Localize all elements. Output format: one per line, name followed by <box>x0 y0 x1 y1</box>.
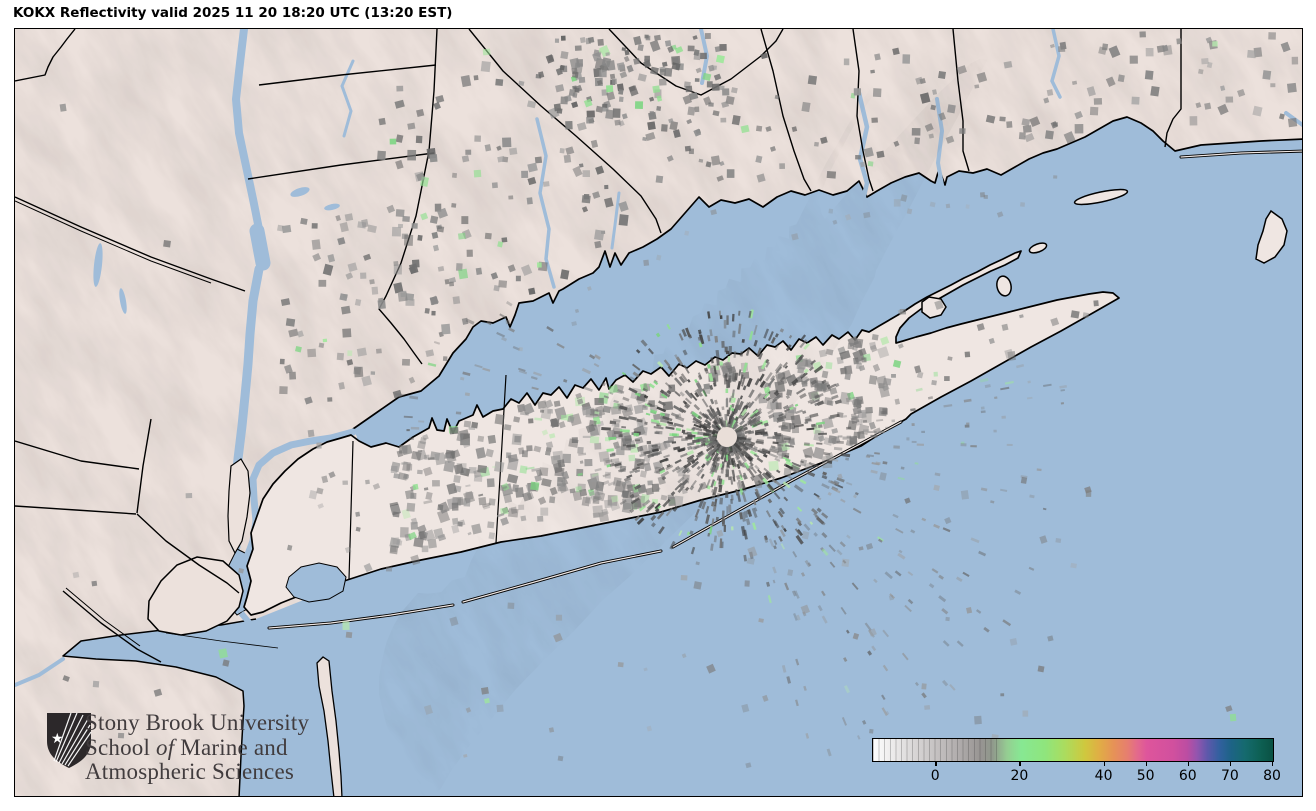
sandy-hook <box>316 656 343 796</box>
north-coastline <box>352 116 1302 430</box>
radar-clutter-layer <box>59 31 1299 769</box>
shield-rays-icon <box>53 712 92 767</box>
colorbar-tick <box>1229 761 1232 766</box>
colorbar-tick-label: 20 <box>1010 768 1029 784</box>
bay-channel-line <box>165 632 279 649</box>
logo-line-2: School of Marine and <box>85 734 288 760</box>
colorbar-tick-label: 80 <box>1263 768 1281 784</box>
fishers-island <box>1073 188 1129 206</box>
barrier-islands <box>267 149 1302 630</box>
boundaries <box>15 29 1182 663</box>
manhattan <box>227 458 251 555</box>
radar-cone-of-silence <box>717 427 737 447</box>
sbu-shield-logo: ★ <box>47 712 92 768</box>
gardiners-island <box>996 275 1012 297</box>
colorbar-banding <box>873 739 997 761</box>
lakes <box>93 187 340 314</box>
ny-nj-state-line <box>15 29 76 82</box>
colorbar-tick <box>1019 761 1021 766</box>
colorbar-tick-label: 50 <box>1136 768 1155 784</box>
ct-ri-state-line <box>1164 29 1182 148</box>
plum-island <box>1028 242 1048 254</box>
map-canvas: ★ <box>15 29 1302 796</box>
colorbar-tick <box>1145 761 1148 766</box>
colorbar-tick-label: 0 <box>930 768 940 784</box>
jamaica-bay <box>285 562 347 603</box>
figure-title: KOKX Reflectivity valid 2025 11 20 18:20… <box>13 5 453 21</box>
colorbar-tick <box>1272 761 1274 766</box>
colorbar-tick <box>1187 761 1190 766</box>
map-frame: ★ Stony Brook University School of Marin… <box>14 28 1303 797</box>
narrows-channel <box>238 611 256 629</box>
nj-coastline <box>62 618 257 796</box>
staten-island <box>147 556 244 636</box>
colorbar-tick-label: 40 <box>1094 768 1113 784</box>
logo-line-3: Atmospheric Sciences <box>85 759 295 784</box>
colorbar-tick-label: 70 <box>1220 768 1239 784</box>
colorbar-tick <box>1103 761 1105 766</box>
reflectivity-colorbar <box>872 738 1274 762</box>
ny-ct-state-line <box>378 29 438 365</box>
block-island <box>1255 209 1288 264</box>
colorbar-tick-label: 60 <box>1178 768 1197 784</box>
logo-line-1: Stony Brook University <box>85 710 310 735</box>
colorbar-tick <box>935 761 937 766</box>
sbu-logo-text: Stony Brook University School of Marine … <box>85 710 310 785</box>
islands <box>921 188 1288 319</box>
